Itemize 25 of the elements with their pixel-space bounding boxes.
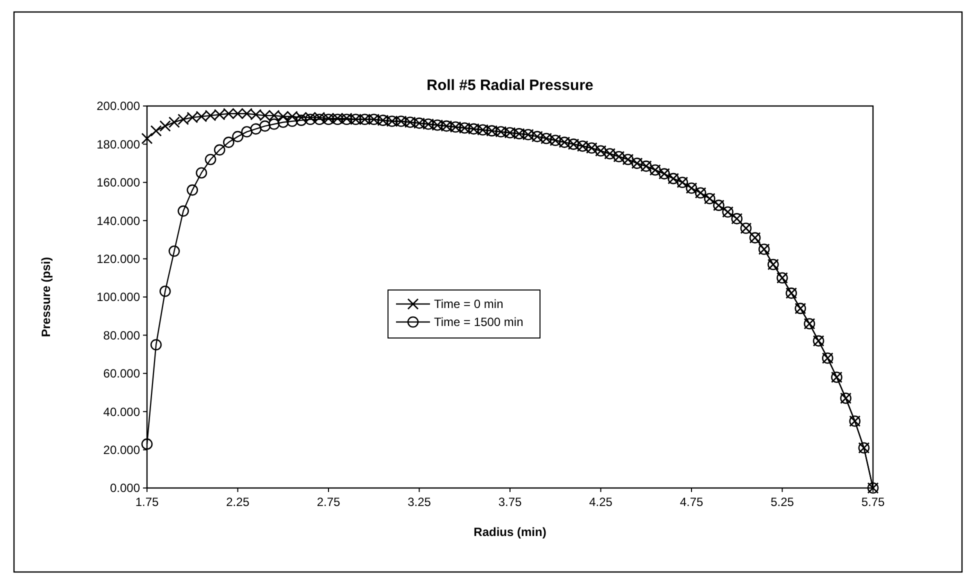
x-tick-label: 2.25 — [226, 495, 250, 509]
x-tick-label: 2.75 — [316, 495, 340, 509]
legend-label: Time = 0 min — [434, 297, 504, 312]
x-tick-label: 3.25 — [408, 495, 432, 509]
x-axis-title: Radius (min) — [474, 525, 546, 539]
y-tick-label: 0.000 — [110, 481, 140, 496]
chart-title: Roll #5 Radial Pressure — [426, 77, 594, 94]
legend-label: Time = 1500 min — [434, 315, 524, 330]
x-tick-label: 3.75 — [498, 495, 522, 509]
x-tick-label: 5.75 — [861, 495, 885, 509]
y-axis-title: Pressure (psi) — [39, 256, 53, 338]
y-tick-label: 120.000 — [96, 252, 140, 266]
y-tick-label: 200.000 — [96, 99, 140, 114]
y-tick-label: 100.000 — [96, 290, 140, 304]
x-tick-label: 5.25 — [770, 495, 794, 509]
x-tick-label: 4.75 — [680, 495, 704, 509]
x-tick-label: 4.25 — [589, 495, 613, 509]
y-tick-label: 160.000 — [96, 176, 140, 190]
x-tick-label: 1.75 — [135, 495, 159, 509]
y-tick-label: 60.000 — [103, 366, 140, 381]
y-tick-label: 80.000 — [103, 328, 140, 342]
y-tick-label: 20.000 — [103, 443, 140, 457]
y-tick-label: 40.000 — [103, 404, 140, 419]
y-tick-label: 180.000 — [96, 137, 140, 152]
y-tick-label: 140.000 — [96, 214, 140, 228]
